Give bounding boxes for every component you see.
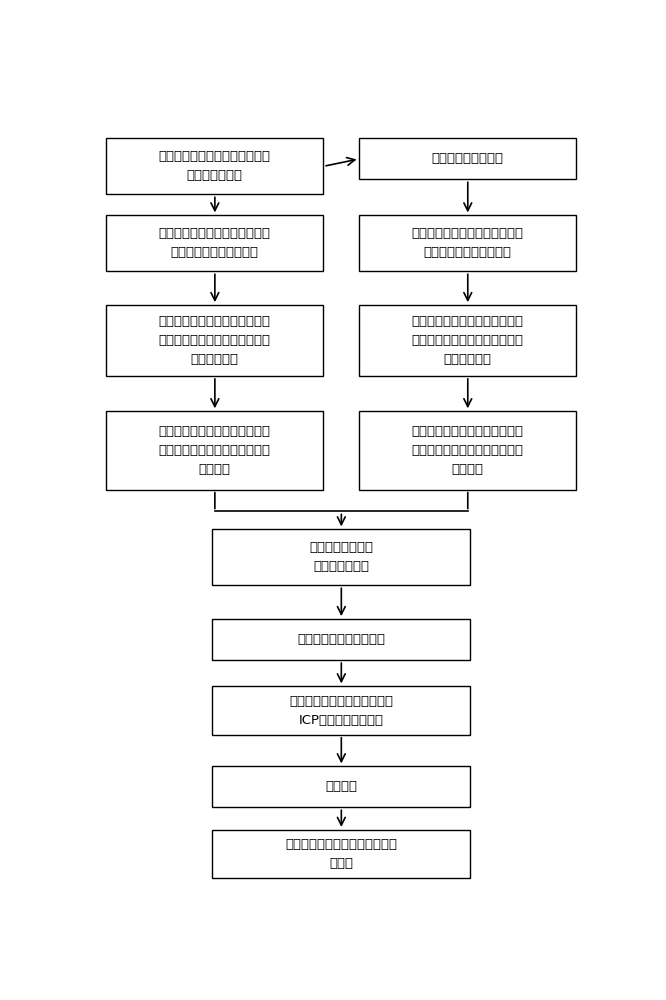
Text: 对采集的图像进行边缘提取并采
用闭运算连接断裂的边缘: 对采集的图像进行边缘提取并采 用闭运算连接断裂的边缘 (159, 227, 271, 259)
Bar (360, 138, 576, 179)
Bar (107, 411, 323, 490)
Bar (212, 619, 470, 660)
Text: 对匹配边缘对上的像素点采用基
于窗口的灰度匹配原则在对应极
线上进行匹配: 对匹配边缘对上的像素点采用基 于窗口的灰度匹配原则在对应极 线上进行匹配 (412, 315, 523, 366)
Text: 对采集的图像进行边缘提取并采
用闭运算连接断裂的边缘: 对采集的图像进行边缘提取并采 用闭运算连接断裂的边缘 (412, 227, 523, 259)
Bar (212, 529, 470, 585)
Bar (360, 305, 576, 376)
Text: 对匹配边缘对上的像素点采用基
于窗口的灰度匹配原则在对应极
线上进行匹配: 对匹配边缘对上的像素点采用基 于窗口的灰度匹配原则在对应极 线上进行匹配 (159, 315, 271, 366)
Text: 旋转转台至一定角度: 旋转转台至一定角度 (432, 152, 503, 165)
Bar (212, 830, 470, 878)
Text: 根据标定好的系统参数进行待测
物的三维重建并优化第一组三维
轮廓点云: 根据标定好的系统参数进行待测 物的三维重建并优化第一组三维 轮廓点云 (159, 425, 271, 476)
Bar (107, 138, 323, 194)
Bar (360, 215, 576, 271)
Text: 对双目视觉系统进行单个摄像机
标定和立体标定: 对双目视觉系统进行单个摄像机 标定和立体标定 (159, 150, 271, 182)
Bar (212, 766, 470, 807)
Bar (107, 215, 323, 271)
Text: 基于七参数法的初始配准: 基于七参数法的初始配准 (297, 633, 386, 646)
Text: 赋予三维轮廓点云权重后采用
ICP算法进行精确配准: 赋予三维轮廓点云权重后采用 ICP算法进行精确配准 (289, 695, 394, 727)
Text: 得到可变视角内的障碍物三维轮
廓点云: 得到可变视角内的障碍物三维轮 廓点云 (285, 838, 398, 870)
Bar (107, 305, 323, 376)
Text: 根据标定好的系统参数进行待测
物的三维重建并优化第二组三维
轮廓点云: 根据标定好的系统参数进行待测 物的三维重建并优化第二组三维 轮廓点云 (412, 425, 523, 476)
Bar (212, 686, 470, 735)
Text: 寻找两组三维轮廓
点云的重叠区域: 寻找两组三维轮廓 点云的重叠区域 (309, 541, 374, 573)
Bar (360, 411, 576, 490)
Text: 加权融合: 加权融合 (325, 780, 358, 793)
